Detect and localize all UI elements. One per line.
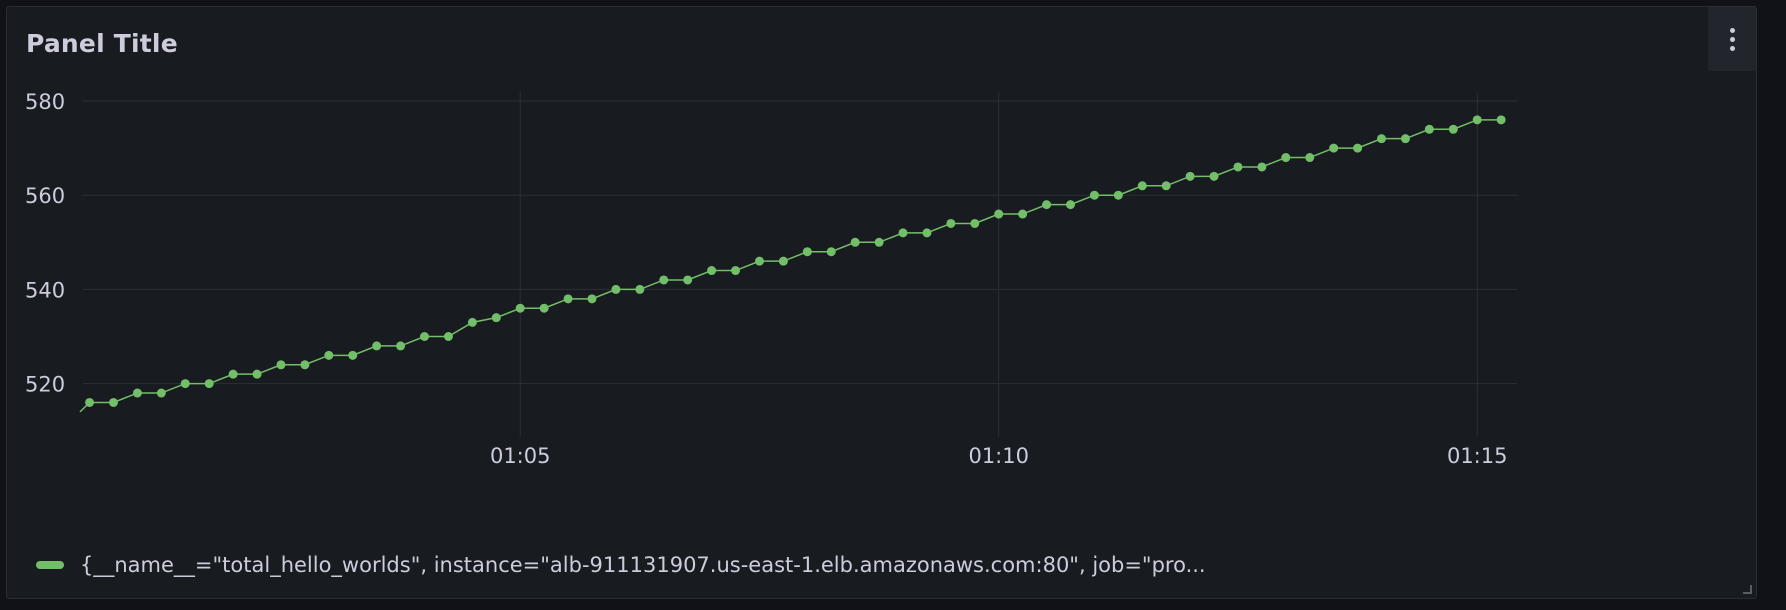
data-point — [1185, 171, 1195, 181]
data-point — [1233, 162, 1243, 172]
panel-title: Panel Title — [26, 29, 178, 58]
data-point — [1113, 190, 1123, 200]
data-point — [1065, 200, 1075, 210]
plot-area — [79, 115, 1506, 413]
data-point — [563, 294, 573, 304]
panel-menu-button[interactable] — [1708, 7, 1756, 71]
y-axis: 520 540 560 580 — [25, 90, 65, 397]
data-point — [850, 237, 860, 247]
data-point — [443, 332, 453, 341]
legend-label: {__name__="total_hello_worlds", instance… — [80, 553, 1206, 577]
data-point — [1496, 115, 1506, 125]
data-point — [1424, 124, 1434, 134]
data-point — [1400, 134, 1410, 144]
vertical-dots-icon — [1729, 27, 1735, 33]
data-point — [204, 379, 214, 389]
line-chart: 520 540 560 580 01:05 01:10 01:15 — [25, 90, 1517, 468]
data-point — [300, 360, 310, 370]
data-point — [324, 350, 334, 360]
data-point — [1472, 115, 1482, 125]
data-point — [898, 228, 908, 238]
data-point — [515, 303, 525, 313]
data-point — [970, 218, 980, 228]
legend-item[interactable]: {__name__="total_hello_worlds", instance… — [36, 553, 1206, 577]
resize-handle[interactable] — [1743, 585, 1752, 594]
data-point — [778, 256, 788, 266]
data-point — [994, 209, 1004, 219]
chart-grid — [83, 92, 1517, 437]
data-point — [1281, 153, 1291, 163]
y-tick-label: 520 — [25, 373, 65, 397]
data-point — [420, 332, 430, 341]
data-point — [707, 266, 717, 276]
x-tick-label: 01:10 — [968, 444, 1029, 468]
data-point — [1305, 153, 1315, 163]
data-point — [180, 379, 190, 389]
data-point — [467, 317, 477, 327]
data-point — [108, 397, 118, 407]
data-point — [826, 247, 836, 257]
data-point — [731, 266, 741, 276]
data-point — [252, 369, 262, 379]
data-point — [372, 341, 382, 351]
data-point — [1137, 181, 1147, 191]
data-point — [874, 237, 884, 247]
data-point — [1209, 171, 1219, 181]
y-tick-label: 580 — [25, 90, 65, 114]
x-tick-label: 01:15 — [1447, 444, 1508, 468]
data-point — [1329, 143, 1339, 153]
x-axis: 01:05 01:10 01:15 — [490, 444, 1508, 468]
data-point — [539, 303, 549, 313]
data-point — [659, 275, 669, 285]
data-point — [156, 388, 166, 398]
y-tick-label: 540 — [25, 278, 65, 302]
data-point — [1448, 124, 1458, 134]
data-point — [754, 256, 764, 266]
data-point — [635, 284, 645, 294]
legend-swatch — [36, 561, 64, 569]
panel: Panel Title 520 540 560 580 01:05 01:10 01:15… — [6, 6, 1757, 599]
data-point — [1042, 200, 1052, 210]
vertical-dots-icon-dot — [1729, 45, 1735, 51]
series-line — [79, 119, 1502, 413]
data-point — [1018, 209, 1028, 219]
data-point — [1377, 134, 1387, 144]
data-point — [1089, 190, 1099, 200]
data-point — [228, 369, 238, 379]
data-point — [1161, 181, 1171, 191]
data-point — [348, 350, 358, 360]
data-point — [683, 275, 693, 285]
data-point — [802, 247, 812, 257]
data-point — [922, 228, 932, 238]
vertical-dots-icon-dot — [1729, 36, 1735, 42]
data-point — [491, 313, 501, 323]
y-tick-label: 560 — [25, 184, 65, 208]
data-point — [1257, 162, 1267, 172]
data-point — [611, 284, 621, 294]
data-point — [276, 360, 286, 370]
data-point — [85, 397, 95, 407]
data-point — [396, 341, 406, 351]
x-tick-label: 01:05 — [490, 444, 551, 468]
data-point — [587, 294, 597, 304]
data-point — [946, 218, 956, 228]
data-point — [132, 388, 142, 398]
data-point — [1353, 143, 1363, 153]
